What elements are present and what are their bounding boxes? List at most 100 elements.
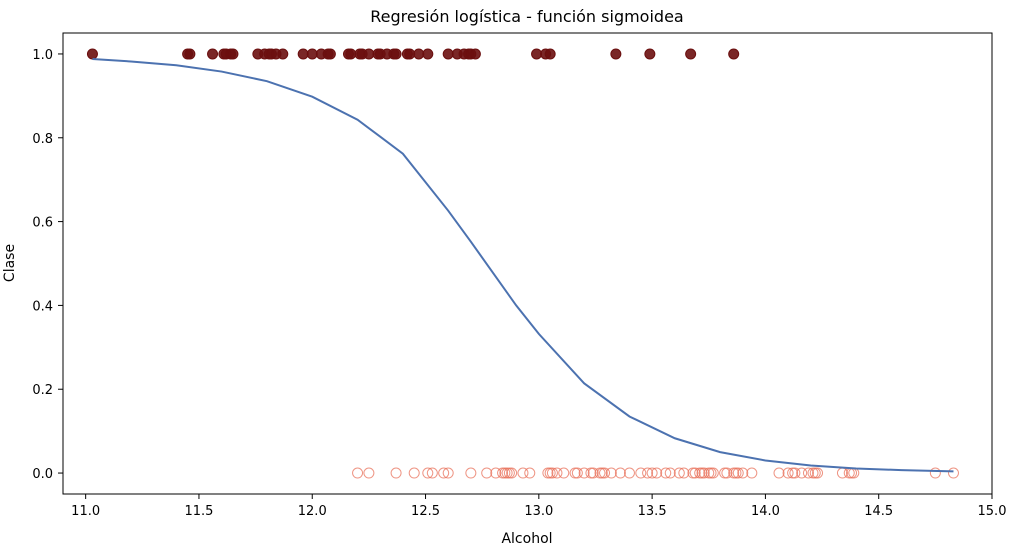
y-tick-label: 0.8 [32,132,53,147]
class-1-point [610,48,622,60]
class-1-point [324,48,336,60]
y-tick-label: 0.2 [32,383,53,398]
class-0-point [465,467,477,479]
class-1-point [422,48,434,60]
class-1-point [531,48,543,60]
class-1-point [413,48,425,60]
class-0-point [490,467,502,479]
class-1-point [404,48,416,60]
class-0-point [585,467,597,479]
class-0-point [422,467,434,479]
class-0-point [698,467,710,479]
x-tick-label: 11.0 [71,504,100,519]
class-0-point [524,467,536,479]
x-tick-label: 13.5 [638,504,667,519]
class-0-point [605,467,617,479]
class-0-point [947,467,959,479]
class-1-point [685,48,697,60]
class-0-point [623,467,635,479]
class-0-point [796,467,808,479]
y-tick-label: 1.0 [32,48,53,63]
class-1-point [363,48,375,60]
class-0-point [426,467,438,479]
class-1-point [345,48,357,60]
class-0-point [846,467,858,479]
class-0-point [707,467,719,479]
class-1-points [86,48,740,60]
x-axis: 11.0 11.5 12.0 12.5 13.0 13.5 14.0 14.5 15.0 [71,494,1006,519]
class-0-points [352,467,959,479]
class-0-point [352,467,364,479]
class-0-point [812,467,824,479]
class-1-point [277,48,289,60]
class-0-point [746,467,758,479]
class-1-point [207,48,219,60]
class-0-point [438,467,450,479]
x-tick-label: 14.0 [751,504,780,519]
class-0-point [689,467,701,479]
class-0-point [517,467,529,479]
class-0-point [506,467,518,479]
y-axis-label: Clase [2,244,18,282]
x-tick-label: 11.5 [184,504,213,519]
class-0-point [571,467,583,479]
x-tick-label: 12.5 [411,504,440,519]
class-1-point [442,48,454,60]
class-0-point [569,467,581,479]
sigmoid-curve [92,57,954,473]
class-1-point [728,48,740,60]
class-0-point [651,467,663,479]
class-0-point [551,467,563,479]
class-0-point [782,467,794,479]
class-0-point [442,467,454,479]
y-axis: 0.0 0.2 0.4 0.6 0.8 1.0 [32,48,63,482]
y-tick-label: 0.6 [32,216,53,231]
class-0-point [481,467,493,479]
class-0-point [587,467,599,479]
class-1-point [469,48,481,60]
class-0-point [599,467,611,479]
x-tick-label: 13.0 [524,504,553,519]
class-1-point [86,48,98,60]
class-0-point [635,467,647,479]
class-0-point [363,467,375,479]
class-0-point [929,467,941,479]
class-0-point [773,467,785,479]
class-1-point [184,48,196,60]
y-tick-label: 0.4 [32,299,53,314]
class-0-point [673,467,685,479]
class-0-point [732,467,744,479]
x-axis-label: Alcohol [501,531,552,547]
y-tick-label: 0.0 [32,467,53,482]
plot-frame [62,32,993,495]
x-tick-label: 12.0 [298,504,327,519]
class-1-point [390,48,402,60]
class-0-point [408,467,420,479]
class-0-point [678,467,690,479]
class-1-point [297,48,309,60]
class-0-point [721,467,733,479]
class-0-point [660,467,672,479]
class-1-point [306,48,318,60]
class-0-point [802,467,814,479]
class-1-point [544,48,556,60]
chart-title: Regresión logística - función sigmoidea [370,7,683,26]
class-0-point [719,467,731,479]
class-0-point [596,467,608,479]
class-0-point [546,467,558,479]
class-0-point [809,467,821,479]
class-0-point [614,467,626,479]
class-0-point [642,467,654,479]
class-0-point [664,467,676,479]
class-0-point [578,467,590,479]
class-0-point [646,467,658,479]
class-0-point [737,467,749,479]
class-0-point [390,467,402,479]
class-0-point [558,467,570,479]
class-0-point [789,467,801,479]
class-0-point [705,467,717,479]
class-1-point [644,48,656,60]
x-tick-label: 14.5 [864,504,893,519]
x-tick-label: 15.0 [978,504,1007,519]
